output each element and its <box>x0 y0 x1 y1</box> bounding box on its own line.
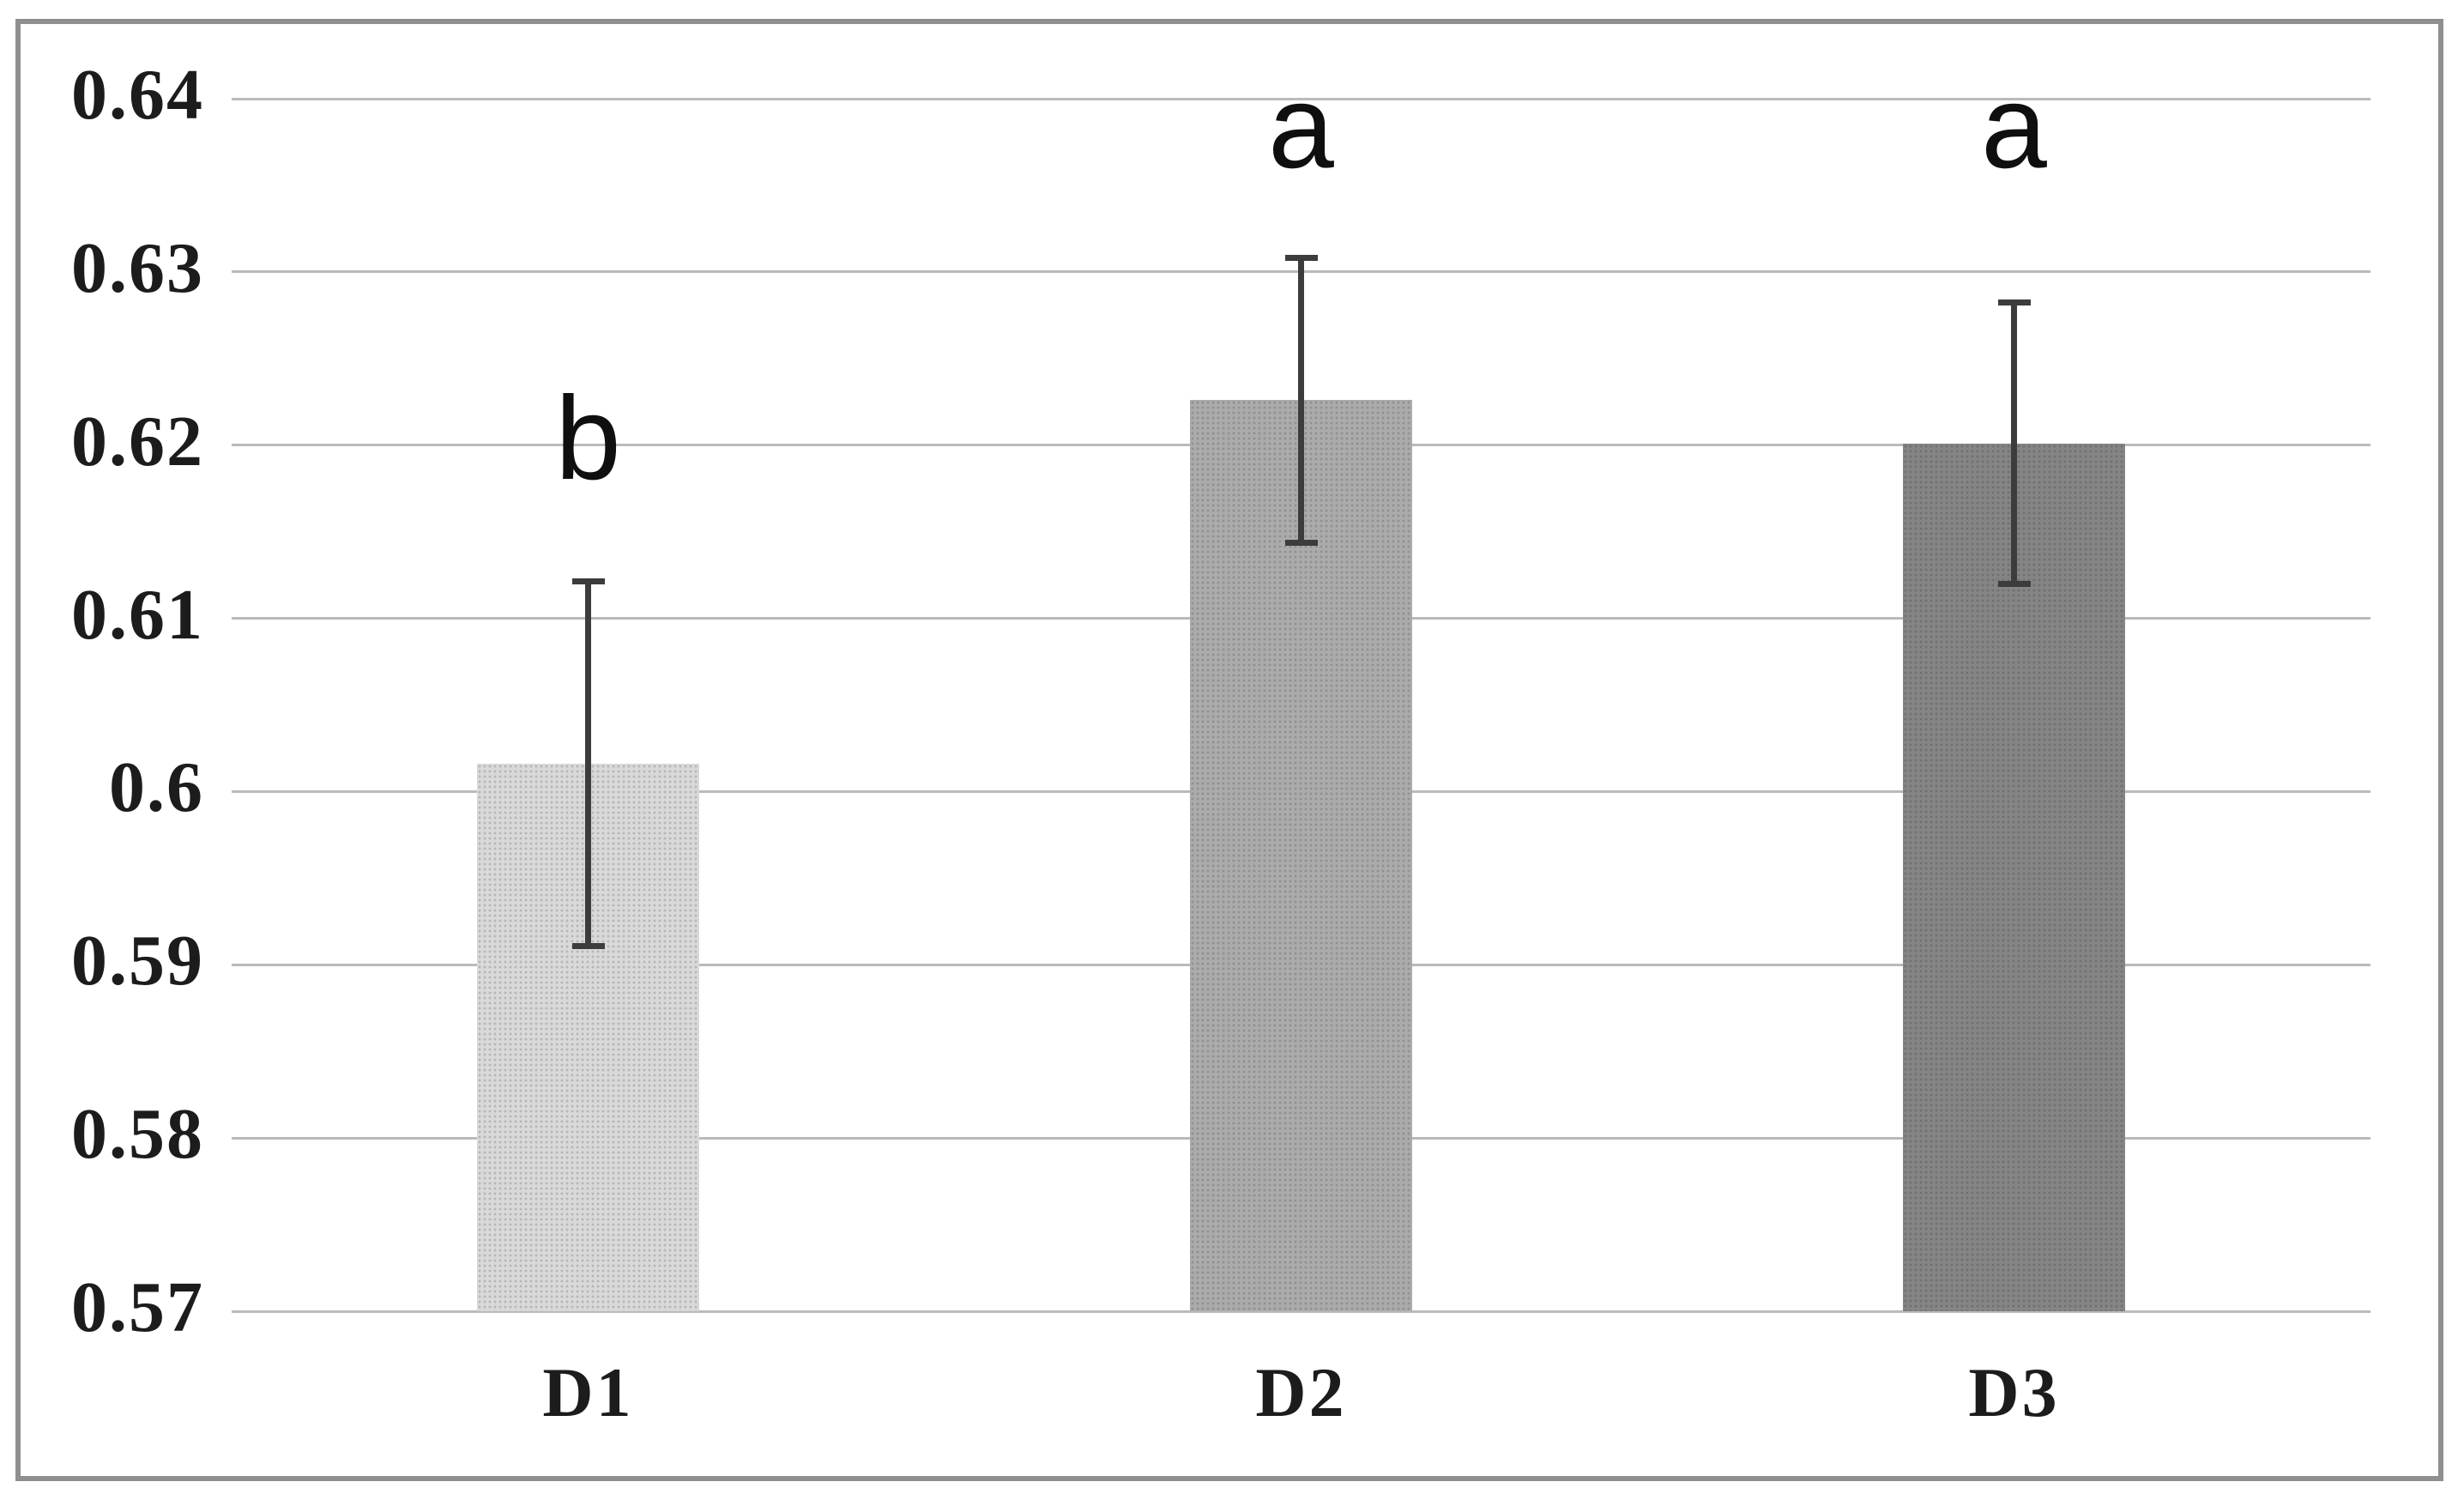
x-category-label: D1 <box>542 1353 634 1431</box>
error-bar-cap-bottom <box>1997 581 2031 588</box>
error-bar-cap-bottom <box>571 943 605 950</box>
bar-d3 <box>1903 443 2125 1311</box>
significance-letter: a <box>1268 60 1334 193</box>
error-bar-stem <box>585 578 591 950</box>
error-bar-cap-top <box>1284 254 1318 261</box>
y-tick-label: 0.58 <box>71 1094 204 1175</box>
gridline <box>232 1310 2370 1313</box>
y-tick-label: 0.6 <box>109 747 204 828</box>
error-bar-cap-top <box>1997 299 2031 306</box>
error-bar-cap-bottom <box>1284 539 1318 546</box>
y-tick-label: 0.64 <box>71 55 204 135</box>
significance-letter: a <box>1981 60 2047 193</box>
x-category-label: D3 <box>1968 1353 2060 1431</box>
x-category-label: D2 <box>1255 1353 1347 1431</box>
y-tick-label: 0.63 <box>71 227 204 308</box>
significance-letter: b <box>555 372 621 505</box>
y-tick-label: 0.61 <box>71 574 204 655</box>
y-tick-label: 0.59 <box>71 921 204 1001</box>
y-tick-label: 0.62 <box>71 401 204 481</box>
bar-d2 <box>1190 400 1412 1311</box>
error-bar-stem <box>1298 254 1304 546</box>
y-tick-label: 0.57 <box>71 1267 204 1347</box>
error-bar-stem <box>2011 299 2017 588</box>
error-bar-cap-top <box>571 578 605 585</box>
gridline <box>232 97 2370 100</box>
